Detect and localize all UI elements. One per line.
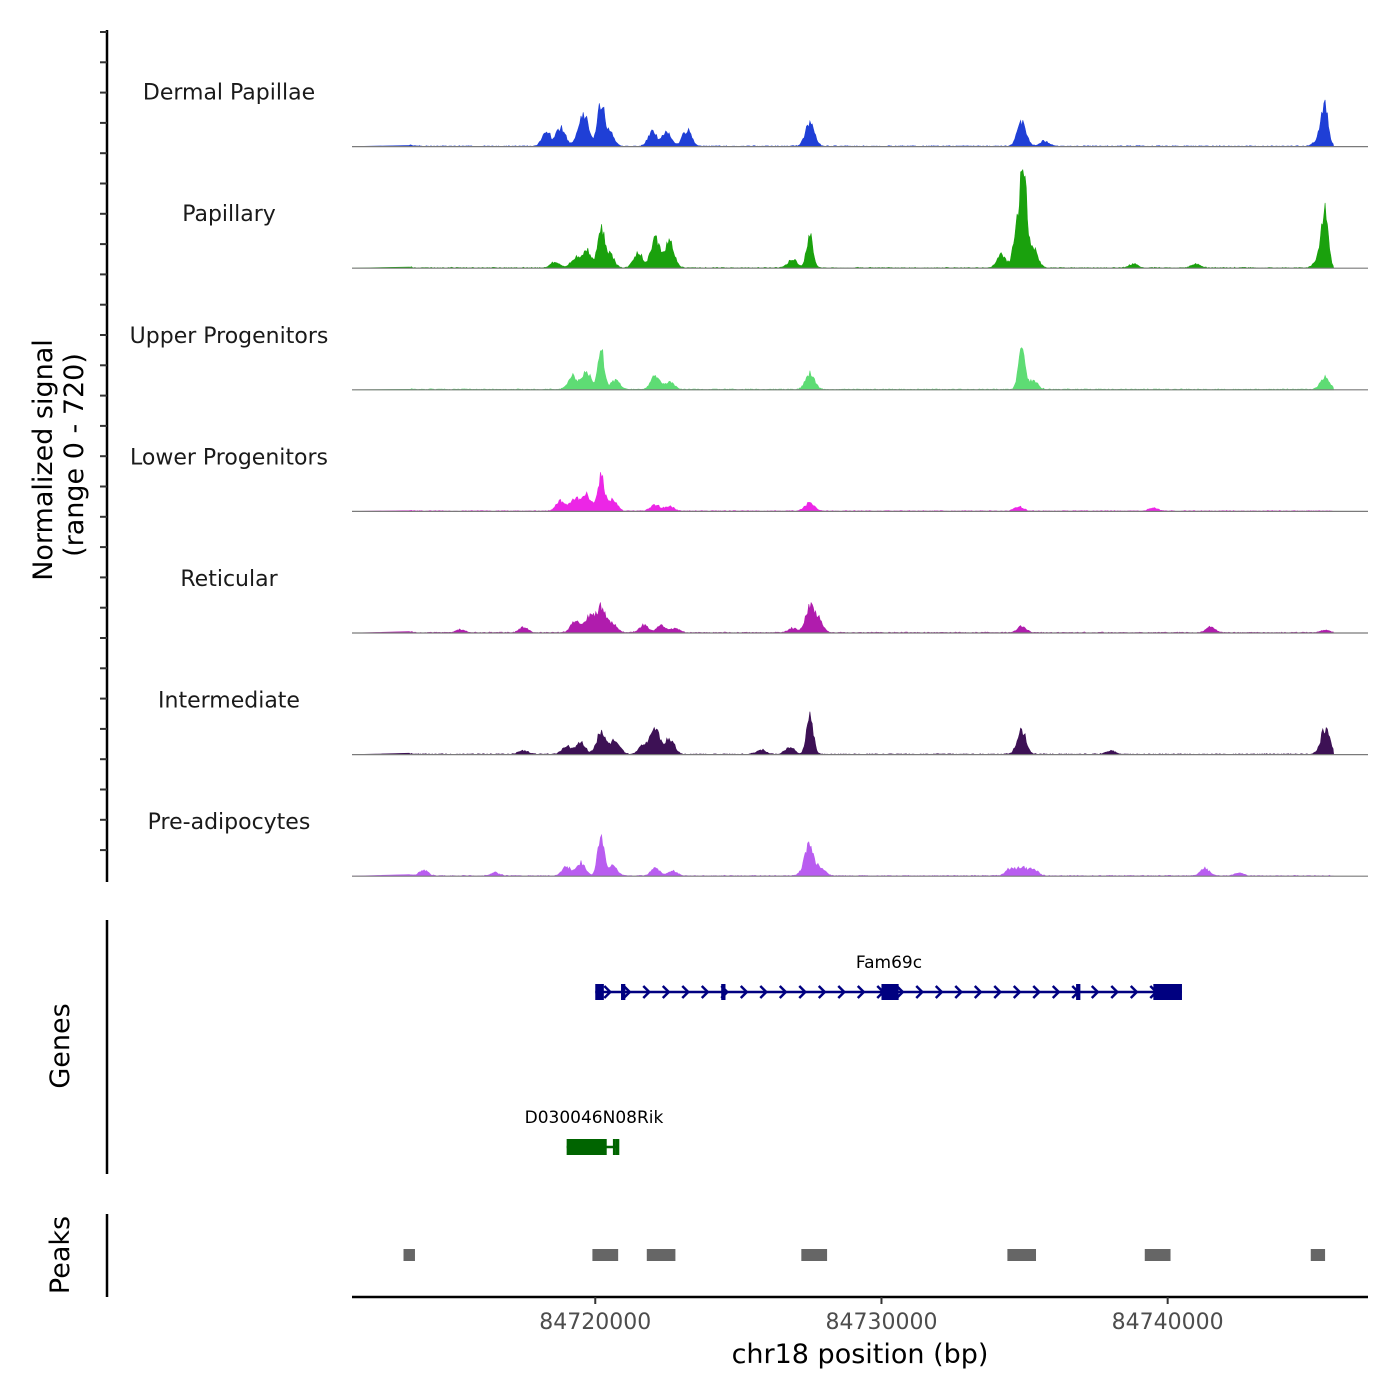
gene-exon	[1153, 984, 1182, 1000]
strand-chevron	[1129, 985, 1139, 999]
x-tick-label: 84730000	[825, 1310, 937, 1335]
gene-model: Fam69c	[595, 953, 1182, 1000]
x-tick-label: 84720000	[539, 1310, 651, 1335]
strand-chevron	[642, 985, 652, 999]
genes-track-title: Genes	[45, 1003, 76, 1088]
strand-chevron	[661, 985, 671, 999]
x-axis: 84720000 84730000 84740000	[352, 1295, 1368, 1335]
gene-annotation-track: Fam69c D030046N08Rik	[105, 920, 1182, 1174]
coverage-track: Upper Progenitors	[130, 324, 1368, 391]
signal-y-axis	[100, 30, 109, 882]
strand-chevron	[817, 985, 827, 999]
coverage-area	[351, 711, 1335, 755]
coverage-track: Dermal Papillae	[143, 81, 1368, 148]
track-label: Reticular	[180, 567, 278, 592]
strand-chevron	[778, 985, 788, 999]
y-axis-range: (range 0 - 720)	[59, 353, 90, 557]
strand-chevron	[973, 985, 983, 999]
gene-exon	[615, 1139, 620, 1155]
coverage-area	[351, 169, 1335, 269]
peak-region	[403, 1249, 415, 1261]
gene-exon	[1076, 984, 1081, 1000]
gene-exon	[595, 984, 604, 1000]
gene-model: D030046N08Rik	[525, 1108, 664, 1155]
track-label: Upper Progenitors	[130, 324, 329, 349]
strand-chevron	[1032, 985, 1042, 999]
y-axis-title: Normalized signal	[28, 339, 59, 581]
coverage-track: Reticular	[180, 567, 1368, 634]
peak-region	[1007, 1249, 1037, 1261]
gene-name: D030046N08Rik	[525, 1108, 664, 1128]
peak-region	[1144, 1249, 1171, 1261]
peak-region	[646, 1249, 676, 1261]
coverage-area	[351, 472, 1334, 512]
strand-chevron	[993, 985, 1003, 999]
strand-chevron	[759, 985, 769, 999]
strand-chevron	[1090, 985, 1100, 999]
strand-chevron	[895, 985, 905, 999]
strand-chevron	[1110, 985, 1120, 999]
strand-chevron	[856, 985, 866, 999]
strand-chevron	[603, 985, 613, 999]
peak-region	[592, 1249, 619, 1261]
coverage-area	[351, 99, 1335, 147]
strand-chevron	[700, 985, 710, 999]
peaks-track	[105, 1214, 1326, 1297]
strand-chevron	[1051, 985, 1061, 999]
peaks-track-title: Peaks	[45, 1216, 76, 1294]
peak-region	[1310, 1249, 1326, 1261]
track-label: Papillary	[182, 202, 276, 227]
gene-exon	[621, 984, 626, 1000]
coverage-tracks: Dermal Papillae Papillary Upper Progenitor…	[130, 81, 1368, 877]
coverage-area	[351, 347, 1335, 391]
track-label: Intermediate	[158, 689, 300, 714]
track-label: Dermal Papillae	[143, 81, 315, 106]
track-label: Pre-adipocytes	[148, 810, 311, 835]
coverage-track: Lower Progenitors	[130, 445, 1368, 512]
strand-chevron	[798, 985, 808, 999]
strand-chevron	[622, 985, 632, 999]
track-label: Lower Progenitors	[130, 445, 328, 470]
strand-chevron	[954, 985, 964, 999]
gene-name: Fam69c	[856, 953, 922, 973]
gene-exon	[881, 984, 899, 1000]
strand-chevron	[1012, 985, 1022, 999]
strand-chevron	[934, 985, 944, 999]
coverage-area	[351, 601, 1335, 634]
x-tick-label: 84740000	[1112, 1310, 1224, 1335]
strand-chevron	[915, 985, 925, 999]
coverage-track: Intermediate	[158, 689, 1368, 756]
strand-chevron	[739, 985, 749, 999]
coverage-track: Papillary	[182, 169, 1368, 269]
coverage-track: Pre-adipocytes	[148, 810, 1368, 877]
strand-chevron	[681, 985, 691, 999]
strand-chevron	[837, 985, 847, 999]
peak-region	[801, 1249, 828, 1261]
gene-exon	[566, 1139, 607, 1155]
x-axis-title: chr18 position (bp)	[732, 1339, 989, 1370]
gene-exon	[721, 984, 726, 1000]
coverage-area	[351, 833, 1334, 877]
